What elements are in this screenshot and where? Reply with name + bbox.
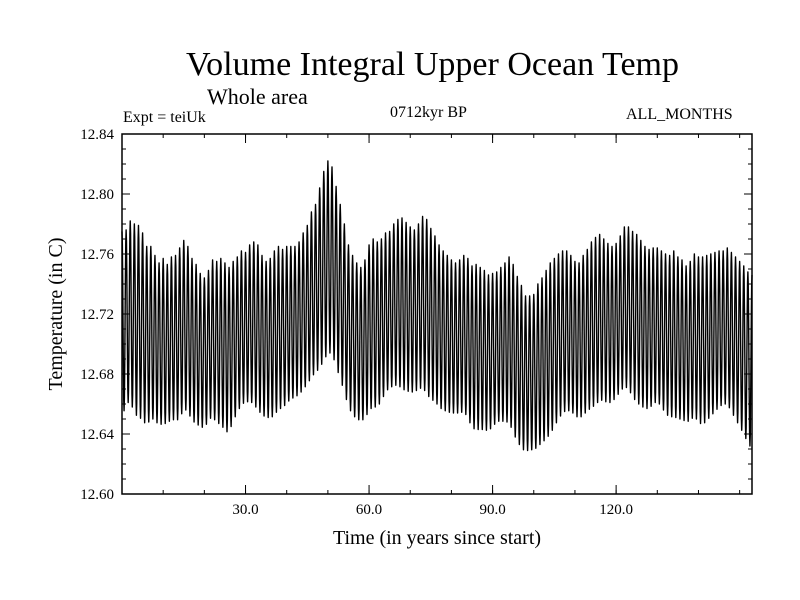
x-axis-label: Time (in years since start) [333, 527, 541, 549]
period-label: 0712kyr BP [390, 104, 467, 121]
chart-title: Volume Integral Upper Ocean Temp [186, 46, 679, 83]
experiment-label: Expt = teiUk [123, 109, 206, 126]
x-tick-label: 120.0 [599, 502, 633, 518]
months-label: ALL_MONTHS [626, 106, 733, 123]
y-axis-label: Temperature (in C) [45, 238, 67, 391]
y-tick-label: 12.60 [80, 487, 114, 503]
y-tick-label: 12.68 [80, 367, 114, 383]
x-tick-label: 90.0 [479, 502, 505, 518]
series-group [121, 160, 753, 452]
y-tick-label: 12.76 [80, 247, 114, 263]
x-tick-label: 60.0 [356, 502, 382, 518]
series-line-0 [121, 160, 753, 452]
y-tick-label: 12.84 [80, 127, 114, 143]
y-tick-label: 12.80 [80, 187, 114, 203]
y-tick-label: 12.72 [80, 307, 114, 323]
axis-group: 12.60 12.64 12.68 12.72 12.76 12.80 12.84 30.0 6… [80, 127, 752, 518]
chart-subtitle: Whole area [207, 84, 308, 109]
x-tick-label: 30.0 [232, 502, 258, 518]
y-tick-label: 12.64 [80, 427, 114, 443]
